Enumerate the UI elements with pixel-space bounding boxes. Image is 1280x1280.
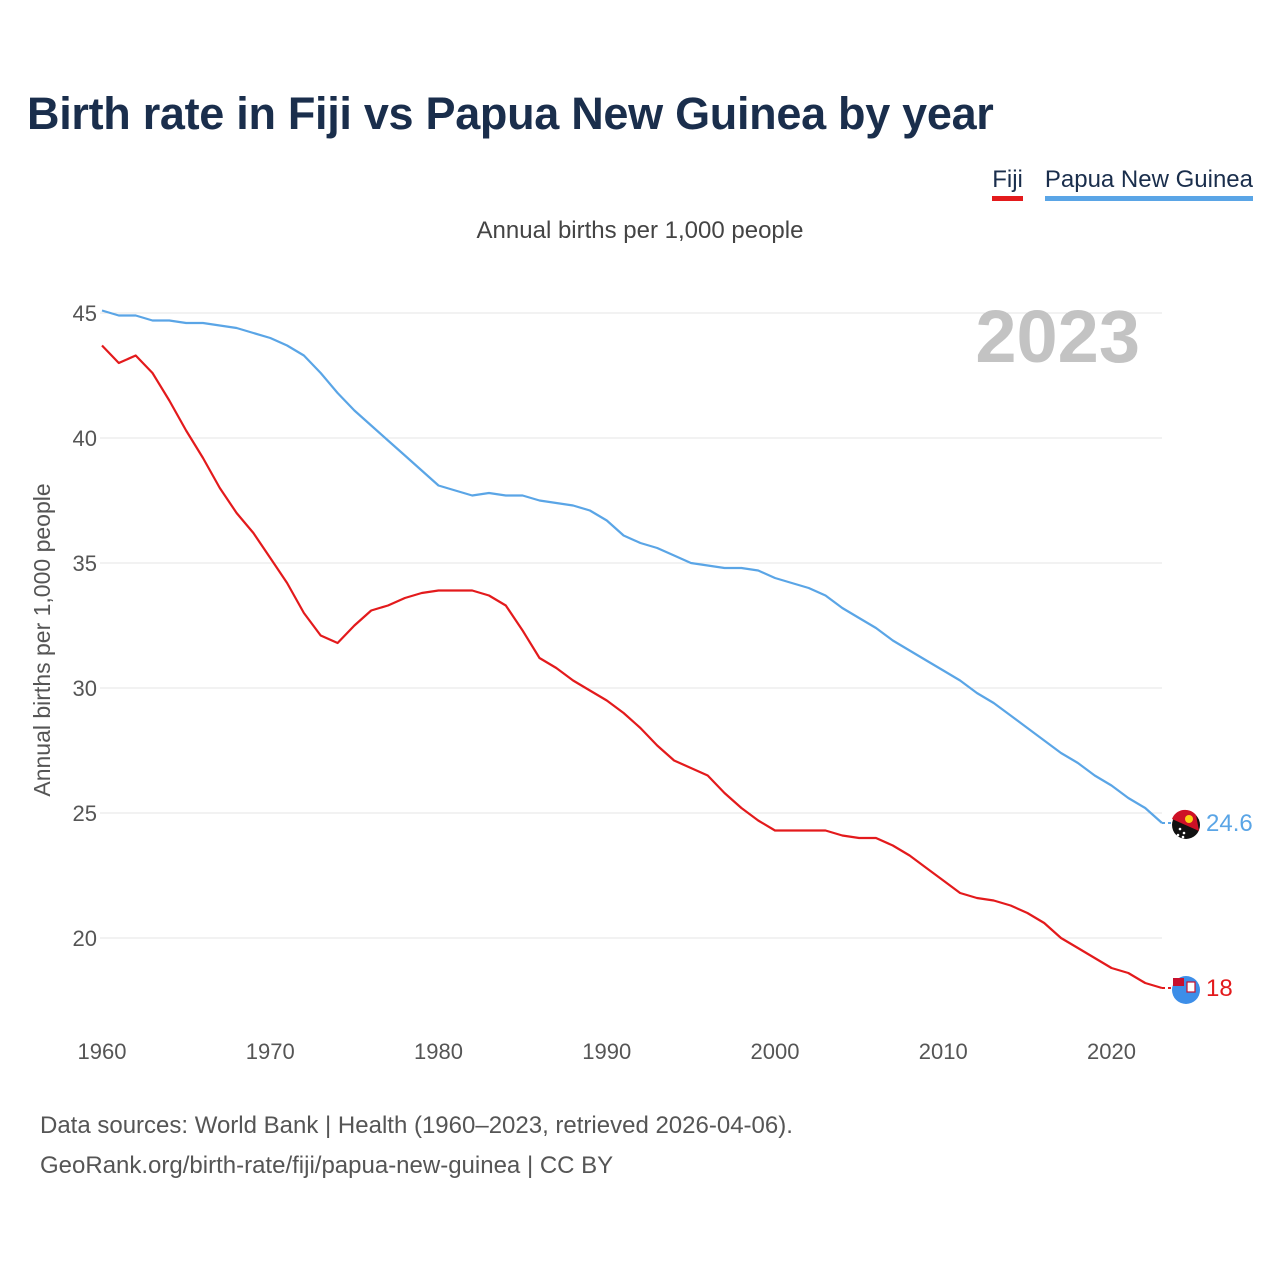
y-tick-label-30: 30 <box>73 676 97 701</box>
series-end-markers: 18 24.6 <box>1162 809 1253 1004</box>
y-tick-label-45: 45 <box>73 301 97 326</box>
source-url: GeoRank.org/birth-rate/fiji/papua-new-gu… <box>40 1152 614 1179</box>
source-note: Data sources: World Bank | Health (1960–… <box>40 1112 793 1139</box>
y-tick-label-25: 25 <box>73 801 97 826</box>
legend-item-fiji[interactable]: Fiji <box>992 166 1023 201</box>
png-flag-bird <box>1185 815 1193 823</box>
x-tick-label-1990: 1990 <box>582 1039 631 1064</box>
x-tick-label-2000: 2000 <box>751 1039 800 1064</box>
y-tick-label-40: 40 <box>73 426 97 451</box>
png-flag-star-0 <box>1178 827 1182 831</box>
x-tick-label-2020: 2020 <box>1087 1039 1136 1064</box>
footer: Data sources: World Bank | Health (1960–… <box>40 1106 793 1186</box>
png-flag-star-1 <box>1182 831 1186 835</box>
series-line-papua-new-guinea <box>101 309 1163 824</box>
series-line-fiji <box>101 344 1163 990</box>
y-tick-label-35: 35 <box>73 551 97 576</box>
legend-item-papua-new-guinea[interactable]: Papua New Guinea <box>1044 166 1253 201</box>
x-tick-label-1970: 1970 <box>246 1039 295 1064</box>
end-label-fiji: 18 <box>1206 975 1233 1002</box>
x-tick-label-2010: 2010 <box>919 1039 968 1064</box>
png-flag-star-3 <box>1181 835 1185 839</box>
legend: Fiji Papua New Guinea <box>992 166 1253 201</box>
y-tick-label-20: 20 <box>73 926 97 951</box>
x-axis-ticks: 1960 1970 1980 1990 2000 2010 2020 <box>78 1039 1136 1064</box>
gridlines <box>100 312 1162 939</box>
end-label-papua-new-guinea: 24.6 <box>1206 810 1253 837</box>
png-flag-star-2 <box>1176 833 1180 837</box>
x-tick-label-1980: 1980 <box>414 1039 463 1064</box>
current-year-label: 2023 <box>975 295 1140 378</box>
y-axis-ticks: 20 25 30 35 40 45 <box>73 301 97 951</box>
series-lines <box>101 309 1163 990</box>
chart-subtitle: Annual births per 1,000 people <box>476 217 804 244</box>
fiji-flag-shield <box>1186 981 1196 993</box>
y-axis-label: Annual births per 1,000 people <box>29 483 55 796</box>
x-tick-label-1960: 1960 <box>78 1039 127 1064</box>
chart-title: Birth rate in Fiji vs Papua New Guinea b… <box>27 88 994 139</box>
fiji-flag-canton <box>1173 978 1184 986</box>
